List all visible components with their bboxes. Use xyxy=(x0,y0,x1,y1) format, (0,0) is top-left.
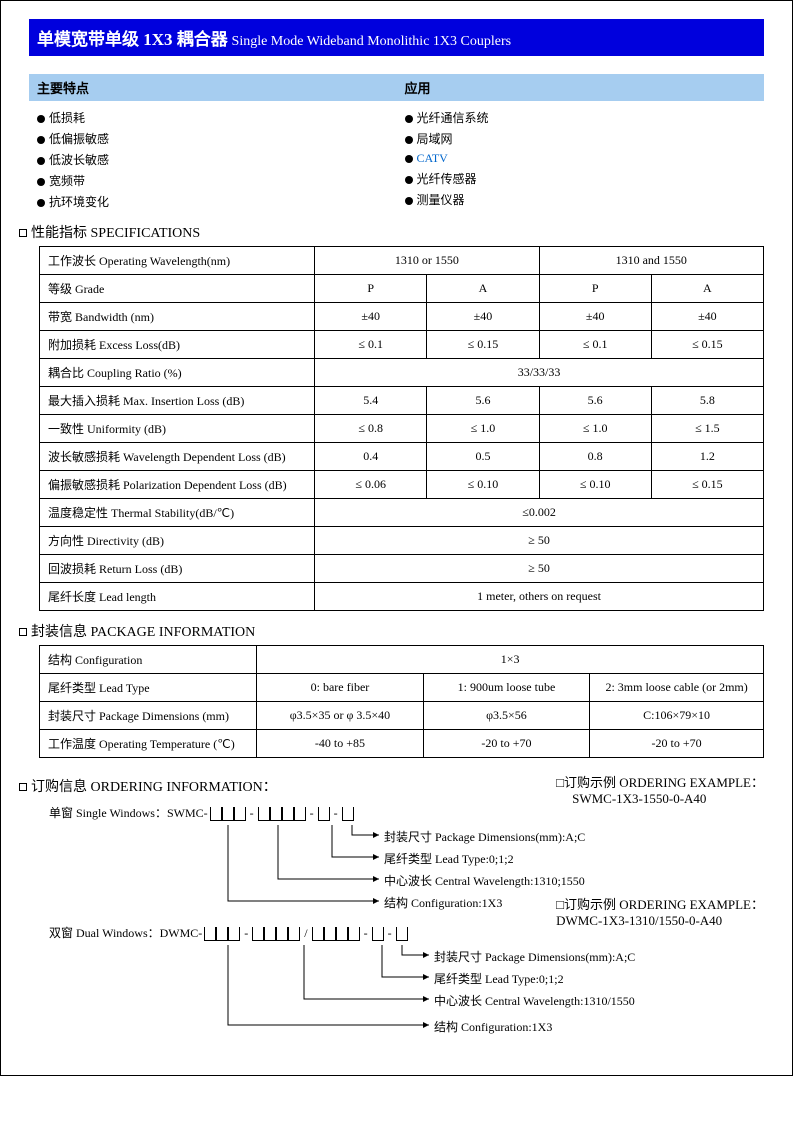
slot-group xyxy=(396,926,408,941)
bullet-icon xyxy=(37,157,45,165)
features-header-right: 应用 xyxy=(397,74,765,101)
code-line-single: 单窗 Single Windows：SWMC---- xyxy=(49,804,764,821)
features-header-left: 主要特点 xyxy=(29,74,397,101)
callout-lead: 尾纤类型 Lead Type:0;1;2 xyxy=(434,970,564,987)
features-left-col: 低损耗 低偏振敏感 低波长敏感 宽频带 抗环境变化 xyxy=(29,107,397,212)
table-row: 工作温度 Operating Temperature (℃) -40 to +8… xyxy=(40,730,764,758)
bullet-icon xyxy=(405,115,413,123)
callout-lead: 尾纤类型 Lead Type:0;1;2 xyxy=(384,850,514,867)
pkg-table: 结构 Configuration 1×3 尾纤类型 Lead Type 0: b… xyxy=(39,645,764,758)
ordering-example-2: □订购示例 ORDERING EXAMPLE： DWMC-1X3-1310/15… xyxy=(556,894,764,929)
table-row: 带宽 Bandwidth (nm) ±40±40±40±40 xyxy=(40,303,764,331)
slot-group xyxy=(204,926,240,941)
ordering-block: □订购示例 ORDERING EXAMPLE： SWMC-1X3-1550-0-… xyxy=(29,776,764,1045)
box-icon xyxy=(19,783,27,791)
box-icon xyxy=(19,628,27,636)
table-row: 一致性 Uniformity (dB) ≤ 0.8≤ 1.0≤ 1.0≤ 1.5 xyxy=(40,415,764,443)
callout-pkg: 封装尺寸 Package Dimensions(mm):A;C xyxy=(434,948,635,965)
list-item: 低损耗 xyxy=(37,107,389,128)
list-item: 光纤传感器 xyxy=(405,168,757,189)
list-item: 宽频带 xyxy=(37,170,389,191)
table-row: 附加损耗 Excess Loss(dB) ≤ 0.1≤ 0.15≤ 0.1≤ 0… xyxy=(40,331,764,359)
table-row: 方向性 Directivity (dB) ≥ 50 xyxy=(40,527,764,555)
callout-pkg: 封装尺寸 Package Dimensions(mm):A;C xyxy=(384,828,585,845)
bullet-icon xyxy=(405,136,413,144)
dual-prefix: 双窗 Dual Windows：DWMC- xyxy=(49,924,202,941)
features-body: 低损耗 低偏振敏感 低波长敏感 宽频带 抗环境变化 光纤通信系统 局域网 CAT… xyxy=(29,101,764,216)
table-row: 最大插入损耗 Max. Insertion Loss (dB) 5.45.65.… xyxy=(40,387,764,415)
list-item: 低偏振敏感 xyxy=(37,128,389,149)
section-spec-title: 性能指标 SPECIFICATIONS xyxy=(19,222,764,242)
bullet-icon xyxy=(37,178,45,186)
box-icon xyxy=(19,229,27,237)
table-row: 耦合比 Coupling Ratio (%) 33/33/33 xyxy=(40,359,764,387)
slot-group xyxy=(318,806,330,821)
table-row: 温度稳定性 Thermal Stability(dB/℃) ≤0.002 xyxy=(40,499,764,527)
features-right-col: 光纤通信系统 局域网 CATV 光纤传感器 测量仪器 xyxy=(397,107,765,212)
table-row: 工作波长 Operating Wavelength(nm) 1310 or 15… xyxy=(40,247,764,275)
callout-cfg: 结构 Configuration:1X3 xyxy=(384,894,502,911)
bullet-icon xyxy=(37,199,45,207)
list-item: 测量仪器 xyxy=(405,189,757,210)
slot-group xyxy=(372,926,384,941)
table-row: 结构 Configuration 1×3 xyxy=(40,646,764,674)
bullet-icon xyxy=(37,136,45,144)
title-cn: 单模宽带单级 1X3 耦合器 xyxy=(37,30,228,49)
list-item: 低波长敏感 xyxy=(37,149,389,170)
table-row: 尾纤类型 Lead Type 0: bare fiber 1: 900um lo… xyxy=(40,674,764,702)
title-bar: 单模宽带单级 1X3 耦合器 Single Mode Wideband Mono… xyxy=(29,19,764,56)
section-pkg-title: 封装信息 PACKAGE INFORMATION xyxy=(19,621,764,641)
single-prefix: 单窗 Single Windows：SWMC- xyxy=(49,804,208,821)
title-en: Single Mode Wideband Monolithic 1X3 Coup… xyxy=(232,34,512,49)
table-row: 偏振敏感损耗 Polarization Dependent Loss (dB) … xyxy=(40,471,764,499)
table-row: 回波损耗 Return Loss (dB) ≥ 50 xyxy=(40,555,764,583)
features-header: 主要特点 应用 xyxy=(29,74,764,101)
bullet-icon xyxy=(405,155,413,163)
slot-group xyxy=(252,926,300,941)
bullet-icon xyxy=(405,176,413,184)
table-row: 波长敏感损耗 Wavelength Dependent Loss (dB) 0.… xyxy=(40,443,764,471)
page-root: 单模宽带单级 1X3 耦合器 Single Mode Wideband Mono… xyxy=(0,0,793,1076)
ordering-diagram-dual: 封装尺寸 Package Dimensions(mm):A;C 尾纤类型 Lea… xyxy=(49,945,764,1045)
table-row: 封装尺寸 Package Dimensions (mm) φ3.5×35 or … xyxy=(40,702,764,730)
list-item: 局域网 xyxy=(405,128,757,149)
bullet-icon xyxy=(37,115,45,123)
ordering-example-1: □订购示例 ORDERING EXAMPLE： SWMC-1X3-1550-0-… xyxy=(556,772,764,807)
slot-group xyxy=(210,806,246,821)
callout-wl: 中心波长 Central Wavelength:1310/1550 xyxy=(434,992,635,1009)
slot-group xyxy=(258,806,306,821)
slot-group xyxy=(342,806,354,821)
bullet-icon xyxy=(405,197,413,205)
callout-wl: 中心波长 Central Wavelength:1310;1550 xyxy=(384,872,585,889)
ordering-dual-row: □订购示例 ORDERING EXAMPLE： DWMC-1X3-1310/15… xyxy=(29,924,764,1045)
list-item: 抗环境变化 xyxy=(37,191,389,212)
list-item: 光纤通信系统 xyxy=(405,107,757,128)
slot-group xyxy=(312,926,360,941)
list-item: CATV xyxy=(405,149,757,168)
callout-cfg: 结构 Configuration:1X3 xyxy=(434,1018,552,1035)
table-row: 尾纤长度 Lead length 1 meter, others on requ… xyxy=(40,583,764,611)
table-row: 等级 Grade P A P A xyxy=(40,275,764,303)
spec-table: 工作波长 Operating Wavelength(nm) 1310 or 15… xyxy=(39,246,764,611)
